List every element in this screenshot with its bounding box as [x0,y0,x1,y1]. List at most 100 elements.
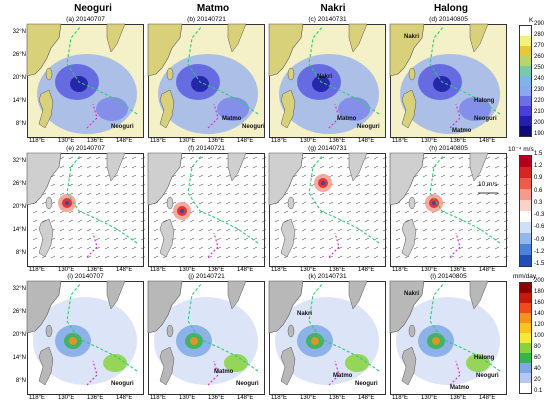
wind-vector [503,228,509,232]
wind-vector [503,210,509,214]
colorbar-cell [520,211,531,222]
wind-vector [86,255,92,259]
wind-vector [50,210,56,214]
wind-vector [422,255,428,259]
wind-vector [32,228,38,232]
colorbar-tick-label: 60 [534,355,541,361]
wind-vector [171,246,177,250]
wind-vector [261,183,267,187]
colorbar-cell [520,333,531,343]
storm-track-future [449,103,461,129]
wind-vector [180,165,186,169]
colorbar-vertical-velocity [519,155,532,267]
storm-name-label: Nakri [404,291,420,297]
vertical-velocity-eye [180,209,184,213]
colorbar-cell [520,56,531,66]
panel-label-a: (a) 20140707 [66,16,105,23]
colorbar-tick-label: 220 [534,98,545,104]
land-japan [469,152,489,182]
wind-vector [198,174,204,178]
land-taiwan [408,67,416,81]
colorbar-tick-label: 280 [534,32,545,38]
cloud-eye [312,76,330,92]
colorbar-tick-label: -0.6 [534,224,545,231]
wind-vector [104,210,110,214]
wind-vector [189,228,195,232]
panel-label-g: (g) 20140731 [308,145,347,152]
land-mainland [268,152,304,206]
wind-vector [261,156,267,160]
colorbar-cell [520,156,531,167]
wind-vector [131,156,137,160]
wind-vector [95,228,101,232]
wind-vector [77,183,83,187]
colorbar-cell [520,200,531,211]
wind-vector [494,201,500,205]
wind-vector [122,228,128,232]
wind-vector [355,255,361,259]
land-japan [348,23,368,53]
rain-heavy [432,337,440,345]
longitude-tick-label: 148°E [237,395,254,401]
wind-vector [337,237,343,241]
colorbar-cell [520,255,531,266]
wind-vector [207,219,213,223]
colorbar-cell [520,303,531,313]
panel-label-i: (i) 20140707 [67,273,104,280]
wind-vector [364,165,370,169]
wind-vector [292,246,298,250]
colorbar-cell [520,106,531,116]
longitude-tick-label: 136°E [329,395,346,401]
longitude-tick-label: 130°E [179,138,196,144]
wind-vector [225,183,231,187]
longitude-tick-label: 118°E [150,267,166,273]
wind-vector [252,192,258,196]
wind-vector [476,228,482,232]
wind-vector [467,183,473,187]
wind-vector [113,219,119,223]
wind-vector [449,174,455,178]
wind-vector [104,228,110,232]
land-japan [348,152,368,182]
wind-vector [413,219,419,223]
wind-vector [252,174,258,178]
land-philippines [280,218,296,258]
wind-vector [301,156,307,160]
longitude-tick-label: 130°E [58,395,75,401]
wind-vector [216,210,222,214]
longitude-tick-label: 130°E [58,267,75,273]
wind-vector [216,246,222,250]
colorbar-cell [520,66,531,76]
wind-vector [104,246,110,250]
latitude-tick-label: 26°N [12,309,26,315]
wind-vector [328,210,334,214]
wind-vector [467,228,473,232]
wind-vector [162,219,168,223]
wind-vector [467,174,473,178]
wind-vector [207,246,213,250]
wind-vector [476,255,482,259]
wind-vector [153,246,159,250]
wind-vector [261,255,267,259]
wind-vector [395,219,401,223]
wind-vector [355,228,361,232]
wind-vector [364,201,370,205]
wind-vector [373,156,379,160]
land-mainland [26,280,62,334]
wind-vector [301,201,307,205]
wind-vector [41,219,47,223]
wind-vector [140,201,146,205]
colorbar-tick-label: -0.3 [534,212,545,219]
land-mainland [147,152,183,206]
latitude-tick-label: 20°N [12,204,26,210]
wind-vector [346,201,352,205]
wind-vector [346,228,352,232]
wind-vector [328,237,334,241]
longitude-tick-label: 136°E [208,138,225,144]
column-title-matmo: Matmo [196,3,230,14]
longitude-tick-label: 130°E [300,267,317,273]
wind-vector [301,255,307,259]
wind-vector [95,165,101,169]
rain-secondary [466,354,490,372]
